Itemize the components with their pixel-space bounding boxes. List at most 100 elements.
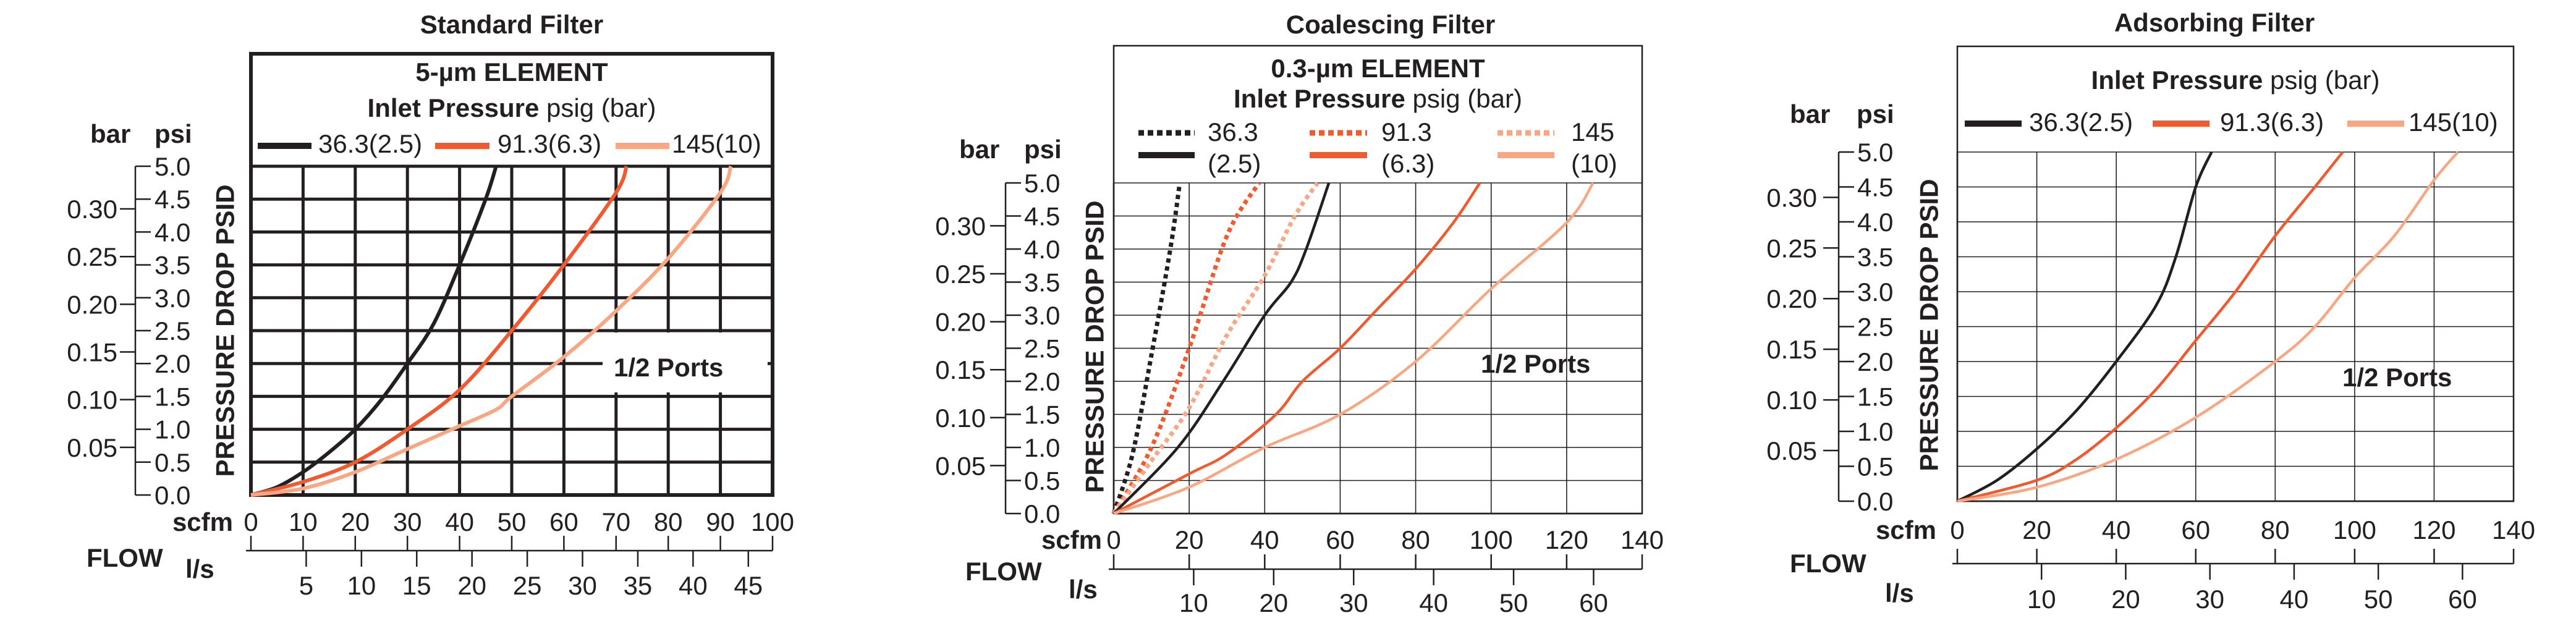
ls-unit-label: l/s (185, 554, 214, 583)
psi-tick-label: 3.5 (155, 251, 190, 280)
psi-tick-label: 1.5 (155, 382, 190, 411)
psi-tick-label: 3.0 (1857, 277, 1893, 307)
legend-item-1: 91.3(6.3) (2153, 108, 2324, 137)
y-axis-title: PRESSURE DROP PSID (1080, 200, 1109, 493)
bar-tick-label: 0.20 (67, 290, 117, 319)
ls-tick-label: 60 (2448, 585, 2477, 614)
scfm-tick-label: 0 (1950, 515, 1964, 544)
psi-tick-label: 4.5 (1857, 173, 1893, 202)
psi-tick-label: 2.5 (1024, 334, 1060, 363)
ls-tick-label: 40 (1419, 588, 1448, 617)
ls-tick-label: 50 (2364, 585, 2393, 614)
scfm-tick-label: 40 (2102, 515, 2131, 544)
psi-tick-label: 1.0 (1857, 417, 1893, 446)
psi-tick-label: 5.0 (155, 152, 190, 181)
scfm-tick-label: 120 (2412, 515, 2455, 544)
ls-tick-label: 10 (1179, 588, 1208, 617)
legend-label: 36.3(2.5) (318, 129, 422, 158)
scfm-tick-label: 20 (2022, 515, 2051, 544)
psi-tick-label: 1.5 (1857, 383, 1893, 412)
ports-annotation: 1/2 Ports (614, 353, 723, 382)
psi-tick-label: 4.0 (1857, 208, 1893, 237)
bar-tick-label: 0.05 (1766, 436, 1817, 465)
chart-2: Adsorbing Filter Inlet Pressure psig (bar… (1766, 8, 2535, 614)
legend-label: 145(10) (672, 129, 761, 158)
ls-tick-label: 40 (679, 571, 708, 600)
legend-label: (6.3) (1381, 149, 1434, 178)
ls-tick-label: 20 (2111, 585, 2140, 614)
bar-tick-label: 0.15 (935, 355, 986, 384)
legend-item-2: 145(10) (1498, 117, 1617, 178)
y-axis-title: PRESSURE DROP PSID (1915, 179, 1944, 471)
bar-tick-label: 0.25 (935, 260, 986, 289)
ls-tick-label: 30 (1339, 588, 1368, 617)
series-line-0-solid (250, 166, 498, 497)
scfm-unit-label: scfm (1041, 525, 1102, 554)
legend-label: (10) (1571, 149, 1617, 178)
scfm-tick-label: 80 (654, 507, 683, 536)
series-line-0-solid (1956, 151, 2213, 502)
ls-unit-label: l/s (1069, 575, 1098, 604)
legend-item-2: 145(10) (616, 129, 761, 158)
legend-item-2: 145(10) (2347, 108, 2498, 137)
bar-tick-label: 0.05 (67, 433, 117, 462)
series-line-2-dotted (1112, 181, 1320, 515)
legend-label: 145(10) (2409, 108, 2498, 137)
psi-tick-label: 4.5 (155, 185, 190, 214)
chart-title: Standard Filter (420, 10, 603, 39)
legend-title-rest: psig (bar) (2270, 66, 2379, 95)
scfm-tick-label: 0 (1106, 525, 1121, 554)
psi-tick-label: 4.0 (155, 218, 190, 247)
legend-label: 91.3(6.3) (498, 129, 601, 158)
scfm-tick-label: 40 (445, 507, 474, 536)
psi-unit-label: psi (1857, 99, 1894, 129)
series-line-2-solid (1957, 151, 2459, 503)
legend-title-bold: Inlet Pressure (2091, 66, 2263, 95)
psi-tick-label: 3.5 (1024, 268, 1060, 297)
ls-tick-label: 20 (457, 571, 486, 600)
psi-tick-label: 0.0 (1024, 499, 1060, 528)
legend-item-1: 91.3 (6.3) (1310, 117, 1434, 178)
legend-item-1: 91.3(6.3) (435, 129, 601, 158)
ls-tick-label: 5 (299, 571, 313, 600)
psi-tick-label: 3.0 (155, 284, 190, 313)
ls-tick-label: 25 (513, 571, 542, 600)
chart-frame (1112, 44, 1643, 515)
bar-unit-label: bar (90, 119, 130, 148)
legend-label: 36.3 (1208, 117, 1258, 146)
bar-tick-label: 0.10 (1766, 386, 1817, 415)
series-line-1-dotted (1111, 182, 1261, 515)
psi-tick-label: 4.5 (1024, 202, 1060, 231)
psi-tick-label: 0.0 (1857, 487, 1893, 516)
bar-tick-label: 0.20 (1766, 284, 1817, 313)
legend-label: (2.5) (1208, 149, 1261, 178)
scfm-unit-label: scfm (1876, 515, 1936, 544)
scfm-tick-label: 20 (1175, 525, 1204, 554)
bar-tick-label: 0.05 (935, 451, 986, 480)
scfm-tick-label: 50 (498, 507, 527, 536)
ls-tick-label: 10 (347, 571, 376, 600)
psi-tick-label: 5.0 (1024, 169, 1060, 198)
scfm-tick-label: 20 (341, 507, 370, 536)
x-axis-title: FLOW (965, 557, 1042, 586)
chart-frame (1956, 45, 2515, 502)
psi-tick-label: 3.0 (1024, 301, 1060, 330)
psi-unit-label: psi (1024, 135, 1062, 164)
legend-title-bold: Inlet Pressure (1234, 84, 1405, 113)
scfm-tick-label: 0 (244, 507, 258, 536)
legend-item-0: 36.3(2.5) (1965, 108, 2133, 137)
psi-tick-label: 2.5 (1857, 313, 1893, 342)
grid (1112, 182, 1642, 515)
legend-label: 91.3 (1381, 117, 1432, 146)
series-line-4-solid (1112, 182, 1481, 515)
y-axis-title: PRESSURE DROP PSID (211, 184, 240, 476)
bar-unit-label: bar (1790, 99, 1830, 129)
ports-annotation: 1/2 Ports (1481, 349, 1590, 378)
psi-tick-label: 0.5 (155, 448, 190, 477)
ls-tick-label: 35 (624, 571, 653, 600)
psi-tick-label: 2.0 (1024, 367, 1060, 396)
ls-tick-label: 30 (568, 571, 597, 600)
ls-tick-label: 45 (734, 571, 763, 600)
